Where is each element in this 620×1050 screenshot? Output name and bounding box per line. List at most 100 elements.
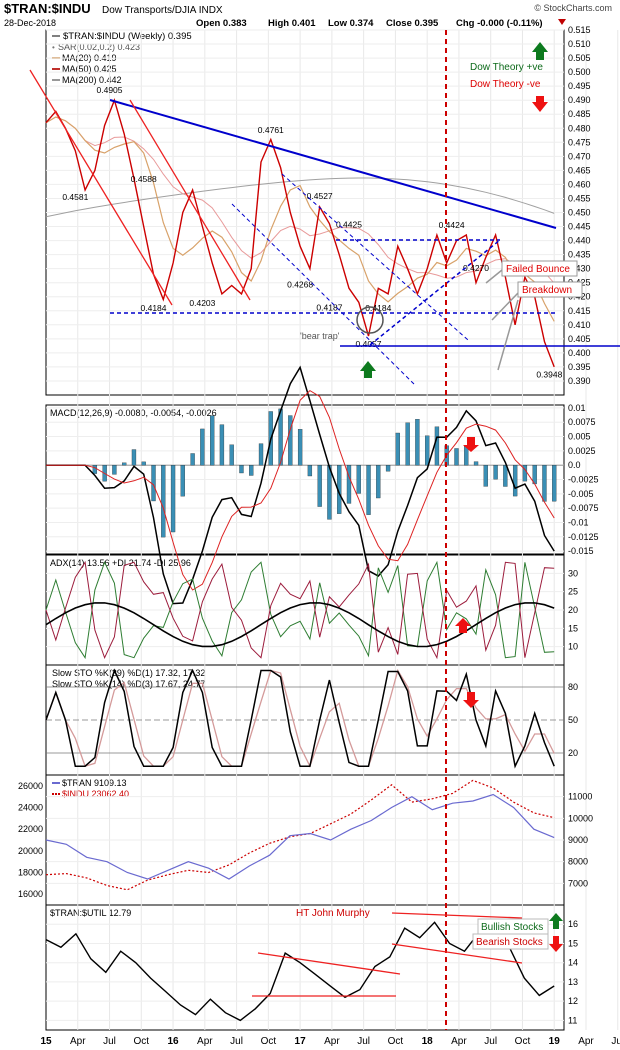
- macd-histogram-bar: [405, 422, 410, 466]
- bearish-stocks-label: Bearish Stocks: [472, 933, 563, 952]
- x-axis-label: 15: [40, 1036, 52, 1047]
- legend-macd: MACD(12,26,9) -0.0080, -0.0054, -0.0026: [50, 408, 217, 418]
- x-axis-label: Oct: [261, 1036, 277, 1047]
- y-tick-label: 0.515: [568, 25, 591, 35]
- macd-histogram-bar: [307, 465, 313, 477]
- macd-histogram-bar: [249, 465, 254, 476]
- macd-histogram-bar: [493, 465, 498, 480]
- breakdown-pointer-2: [497, 299, 519, 371]
- y-tick-label: 0.440: [568, 236, 591, 246]
- y-tick-label-left: 20000: [18, 846, 43, 856]
- macd-histogram-bar: [542, 465, 547, 502]
- y-tick-label: 11000: [568, 792, 592, 802]
- macd-histogram-bar: [503, 465, 508, 487]
- y-tick-label: 0.0025: [568, 446, 596, 456]
- dow-theory-positive: Dow Theory +ve: [470, 62, 543, 73]
- macd-histogram-bar: [170, 465, 176, 533]
- dow-theory-annotations: Dow Theory +ve Dow Theory -ve: [470, 42, 548, 112]
- x-axis-label: Apr: [578, 1036, 594, 1047]
- y-tick-label: -0.005: [568, 489, 594, 499]
- bear-trap-label: 'bear trap': [300, 331, 340, 341]
- bullish-up-arrow-icon: [549, 913, 563, 929]
- macd-histogram-bar: [92, 465, 98, 474]
- macd-histogram-bar: [210, 415, 215, 466]
- y-tick-label-left: 22000: [18, 824, 43, 834]
- adx-line: [45, 602, 555, 648]
- y-tick-label: 25: [568, 587, 578, 597]
- macd-histogram-bar: [288, 415, 293, 466]
- macd-histogram-bar: [200, 428, 205, 466]
- macd-histogram-bar: [346, 465, 352, 504]
- x-axis-label: 16: [167, 1036, 179, 1047]
- y-tick-label: 0.435: [568, 250, 591, 260]
- y-tick-label-left: 18000: [18, 868, 43, 878]
- y-tick-label: 0.455: [568, 193, 591, 203]
- y-tick-label: 0.01: [568, 403, 586, 413]
- macd-histogram-bar: [425, 435, 430, 466]
- y-tick-label: 0.470: [568, 151, 591, 161]
- y-tick-label: 30: [568, 568, 578, 578]
- failed-bounce-pointer: [485, 269, 503, 284]
- y-tick-label: 0.400: [568, 348, 591, 358]
- falling-trendline: [109, 99, 557, 229]
- svg-text:$TRAN:$INDU (Weekly) 0.395: $TRAN:$INDU (Weekly) 0.395: [63, 31, 192, 42]
- macd-histogram-bar: [239, 465, 244, 474]
- macd-histogram-bar: [151, 465, 156, 502]
- failed-bounce-label: Failed Bounce: [501, 260, 578, 277]
- price-annotation: 0.4588: [131, 174, 157, 184]
- x-axis-label: Apr: [70, 1036, 86, 1047]
- price-annotation: 0.4905: [97, 85, 123, 95]
- macd-histogram-bar: [356, 465, 361, 494]
- y-tick-label-left: 24000: [18, 803, 43, 813]
- macd-histogram-bar: [552, 465, 557, 502]
- quote-high: High 0.401: [268, 18, 316, 29]
- price-annotation: 0.4761: [258, 125, 284, 135]
- y-tick-label: 12: [568, 996, 578, 1006]
- y-tick-label: 15: [568, 623, 578, 633]
- y-tick-label: 10: [568, 642, 578, 652]
- price-annotation: 0.4184: [141, 303, 167, 313]
- macd-histogram-bar: [415, 419, 420, 466]
- minus-di-line: [45, 560, 555, 660]
- legend-util: $TRAN:$UTIL 12.79: [50, 908, 131, 918]
- price-annotation: 0.4184: [365, 303, 391, 313]
- plus-di-line: [45, 560, 555, 660]
- y-tick-label: 0.415: [568, 306, 591, 316]
- macd-histogram-bar: [366, 465, 371, 515]
- macd-signal-line: [46, 389, 555, 591]
- y-tick-label: 9000: [568, 835, 588, 845]
- y-tick-label: 15: [568, 938, 578, 948]
- macd-histogram-bar: [229, 444, 234, 466]
- macd-line: [46, 365, 555, 605]
- x-axis-label: Jul: [230, 1036, 243, 1047]
- bear-trap-circle: [356, 306, 384, 334]
- macd-histogram-bar: [317, 465, 322, 507]
- x-axis-label: Jul: [484, 1036, 497, 1047]
- bearish-down-arrow-icon: [549, 936, 563, 952]
- quote-low: Low 0.374: [328, 18, 374, 29]
- y-tick-label: 0.395: [568, 362, 591, 372]
- sto-k-line: [45, 668, 555, 769]
- price-annotation: 0.4057: [356, 339, 382, 349]
- price-annotation: 0.4187: [316, 302, 342, 312]
- indu-line: [45, 779, 555, 891]
- macd-histogram-bar: [464, 446, 469, 466]
- macd-histogram-bar: [112, 465, 117, 475]
- y-tick-label: 50: [568, 715, 578, 725]
- price-line: [45, 98, 555, 368]
- y-tick-label: -0.01: [568, 517, 589, 527]
- x-axis-label: Apr: [197, 1036, 213, 1047]
- svg-text:•: •: [52, 43, 55, 52]
- y-tick-label: 0.500: [568, 67, 591, 77]
- x-axis-label: Oct: [515, 1036, 531, 1047]
- macd-histogram-bar: [395, 432, 400, 466]
- down-arrow-icon: [532, 96, 548, 112]
- x-axis-label: 17: [295, 1036, 307, 1047]
- legend-sto1: Slow STO %K(39) %D(1) 17.32, 17.32: [52, 668, 205, 678]
- y-tick-label: 8000: [568, 857, 588, 867]
- price-annotation: 0.4268: [287, 280, 313, 290]
- y-tick-label: 14: [568, 958, 578, 968]
- dow-theory-negative: Dow Theory -ve: [470, 79, 541, 90]
- y-tick-label: 0.510: [568, 39, 591, 49]
- macd-histogram-bar: [483, 465, 488, 487]
